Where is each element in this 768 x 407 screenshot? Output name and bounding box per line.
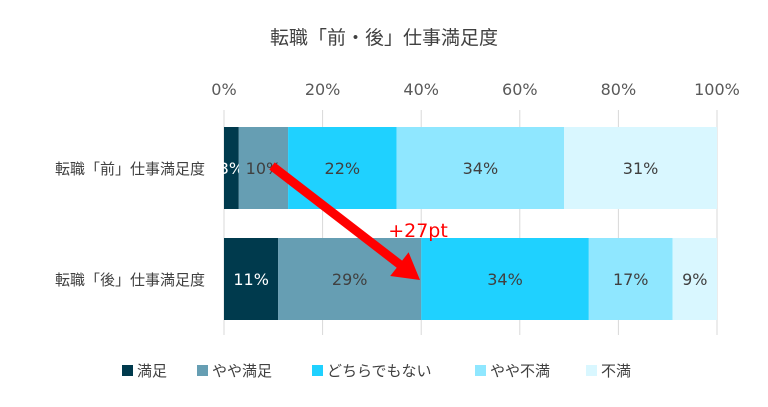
x-tick-label: 40% bbox=[403, 80, 439, 99]
bar-segment bbox=[224, 127, 239, 209]
legend-swatch bbox=[122, 365, 133, 376]
legend-label: 不満 bbox=[601, 362, 631, 380]
legend-swatch bbox=[475, 365, 486, 376]
legend-swatch bbox=[197, 365, 208, 376]
legend-swatch bbox=[586, 365, 597, 376]
annotation-arrow bbox=[269, 162, 420, 280]
category-label: 転職「前」仕事満足度 bbox=[55, 160, 205, 178]
legend-label: 満足 bbox=[137, 362, 167, 380]
data-label: 10% bbox=[246, 159, 282, 178]
data-label: 31% bbox=[623, 159, 659, 178]
data-label: 22% bbox=[325, 159, 361, 178]
bar-segment bbox=[421, 238, 589, 320]
data-label: 17% bbox=[613, 270, 649, 289]
bar-segment bbox=[588, 238, 673, 320]
legend-label: やや不満 bbox=[490, 362, 550, 380]
x-tick-label: 80% bbox=[601, 80, 637, 99]
data-label: 34% bbox=[463, 159, 499, 178]
bar-segment bbox=[224, 238, 279, 320]
chart-title: 転職「前・後」仕事満足度 bbox=[270, 27, 498, 49]
legend-swatch bbox=[312, 365, 323, 376]
x-tick-label: 100% bbox=[694, 80, 740, 99]
bar-segment bbox=[396, 127, 565, 209]
x-tick-label: 0% bbox=[211, 80, 236, 99]
bar-segment bbox=[564, 127, 717, 209]
category-label: 転職「後」仕事満足度 bbox=[55, 271, 205, 289]
bar-segment bbox=[672, 238, 717, 320]
data-label: 11% bbox=[233, 270, 269, 289]
legend-label: どちらでもない bbox=[327, 362, 432, 380]
bar-segment bbox=[278, 238, 422, 320]
x-tick-label: 20% bbox=[305, 80, 341, 99]
data-label: 29% bbox=[332, 270, 368, 289]
annotation-label: +27pt bbox=[388, 220, 448, 242]
data-label: 9% bbox=[682, 270, 707, 289]
x-tick-label: 60% bbox=[502, 80, 538, 99]
data-label: 34% bbox=[487, 270, 523, 289]
legend-label: やや満足 bbox=[212, 362, 272, 380]
data-label: 3% bbox=[219, 159, 244, 178]
